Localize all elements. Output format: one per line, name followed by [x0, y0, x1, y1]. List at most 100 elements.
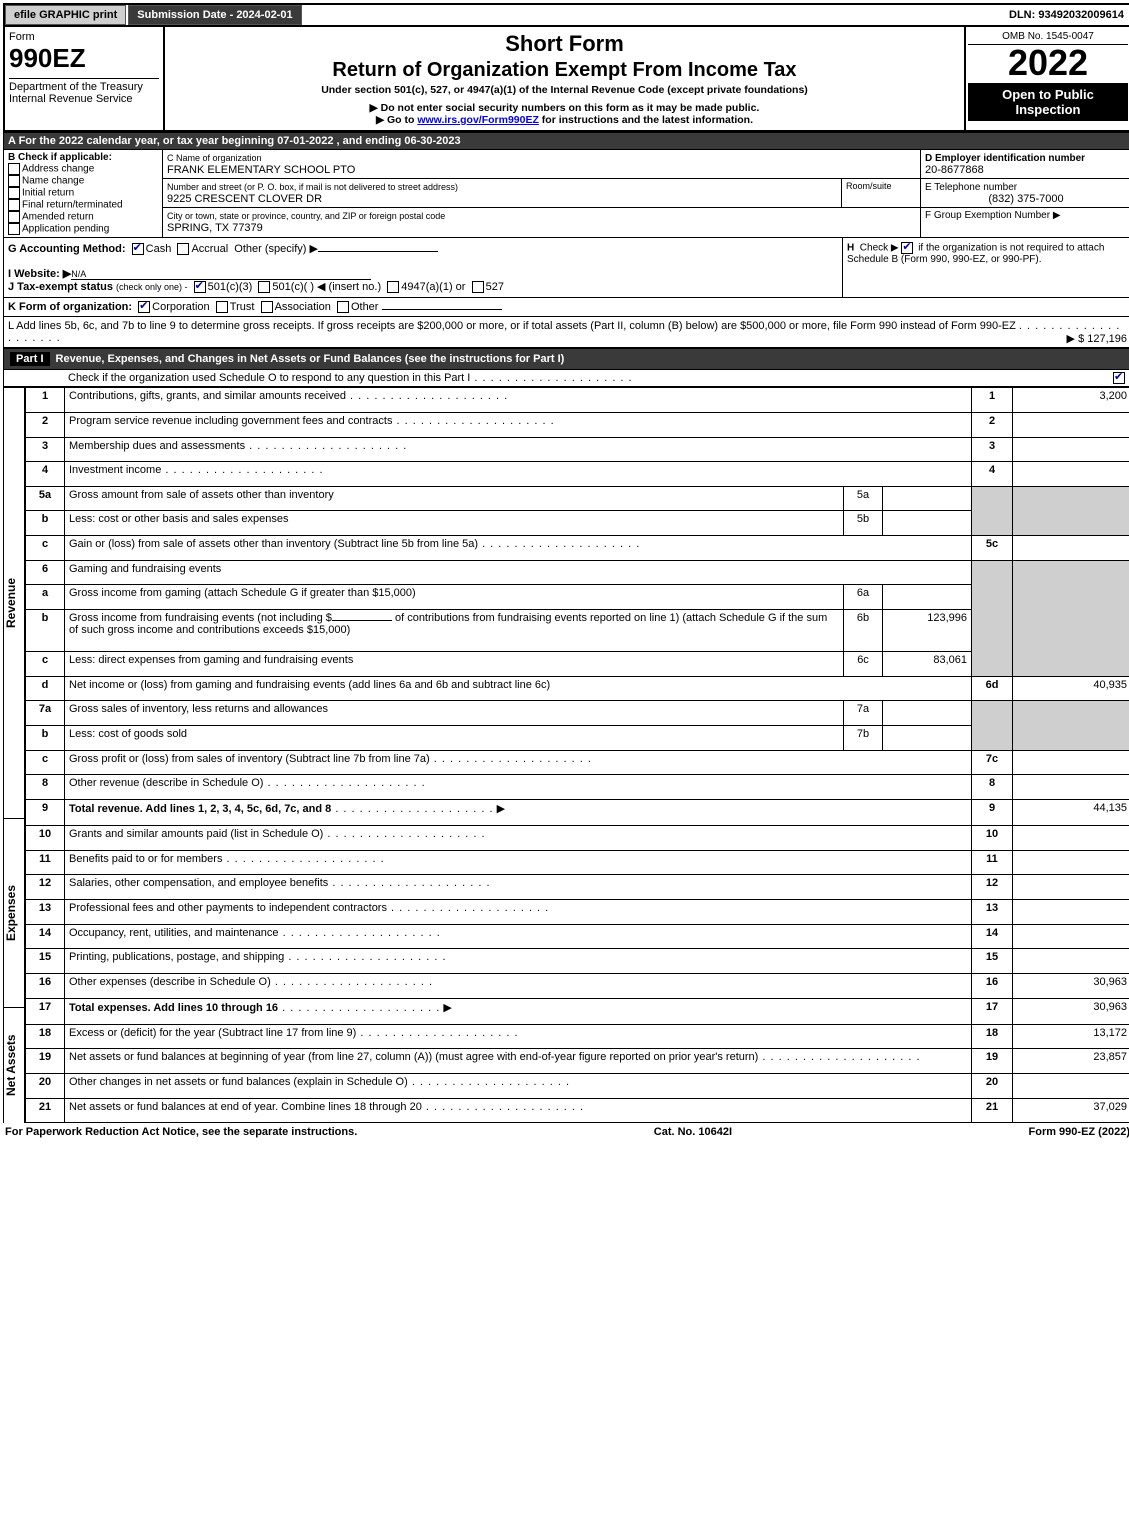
accrual-lbl: Accrual [191, 243, 228, 255]
j-lbl: J Tax-exempt status [8, 281, 113, 293]
footer: For Paperwork Reduction Act Notice, see … [3, 1123, 1129, 1141]
submission-date-button[interactable]: Submission Date - 2024-02-01 [128, 5, 301, 25]
h-check: Check ▶ [860, 243, 899, 254]
chk-trust[interactable] [216, 301, 228, 313]
chk-501c3[interactable] [194, 281, 206, 293]
l13-text: Professional fees and other payments to … [69, 902, 387, 914]
chk-name-change[interactable] [8, 175, 20, 187]
l18-amt: 13,172 [1013, 1024, 1129, 1049]
l17-text: Total expenses. Add lines 10 through 16 [69, 1002, 278, 1014]
l-amt: ▶ $ 127,196 [1067, 332, 1127, 345]
street: 9225 CRESCENT CLOVER DR [167, 193, 322, 205]
l1-amt: 3,200 [1013, 388, 1129, 413]
opt-final: Final return/terminated [22, 200, 123, 211]
l5c-text: Gain or (loss) from sale of assets other… [69, 538, 478, 550]
ein: 20-8677868 [925, 164, 984, 176]
chk-sched-b[interactable] [901, 242, 913, 254]
l8-text: Other revenue (describe in Schedule O) [69, 777, 263, 789]
l17-amt: 30,963 [1013, 998, 1129, 1024]
k-other: Other [351, 301, 379, 313]
j-o4: 527 [486, 281, 504, 293]
l12-text: Salaries, other compensation, and employ… [69, 877, 328, 889]
g-h-block: G Accounting Method: Cash Accrual Other … [3, 238, 1129, 298]
l16-amt: 30,963 [1013, 973, 1129, 998]
chk-527[interactable] [472, 281, 484, 293]
form-number: 990EZ [9, 43, 159, 74]
k-assoc: Association [275, 301, 331, 313]
l5b-text: Less: cost or other basis and sales expe… [65, 511, 844, 536]
irs-link[interactable]: www.irs.gov/Form990EZ [417, 114, 539, 126]
chk-corp[interactable] [138, 301, 150, 313]
j-o3: 4947(a)(1) or [401, 281, 465, 293]
chk-amended[interactable] [8, 211, 20, 223]
city: SPRING, TX 77379 [167, 222, 263, 234]
l-block: L Add lines 5b, 6c, and 7b to line 9 to … [3, 317, 1129, 348]
j-o1: 501(c)(3) [208, 281, 253, 293]
form-word: Form [9, 31, 159, 43]
part1-badge: Part I [10, 352, 50, 366]
opt-address: Address change [22, 164, 94, 175]
section-a: A For the 2022 calendar year, or tax yea… [3, 132, 1129, 150]
cash-lbl: Cash [146, 243, 172, 255]
k-lbl: K Form of organization: [8, 301, 132, 313]
i-lbl: I Website: ▶ [8, 268, 71, 280]
opt-name: Name change [22, 176, 84, 187]
city-lbl: City or town, state or province, country… [167, 211, 445, 221]
chk-final-return[interactable] [8, 199, 20, 211]
dept-label: Department of the Treasury Internal Reve… [9, 78, 159, 105]
chk-accrual[interactable] [177, 243, 189, 255]
l7b-text: Less: cost of goods sold [65, 726, 844, 751]
goto-link[interactable]: ▶ Go to www.irs.gov/Form990EZ for instru… [169, 114, 960, 126]
l9-amt: 44,135 [1013, 799, 1129, 825]
part1-note-text: Check if the organization used Schedule … [68, 372, 470, 384]
dln-label: DLN: 93492032009614 [1003, 6, 1129, 24]
opt-initial: Initial return [22, 188, 74, 199]
top-bar: efile GRAPHIC print Submission Date - 20… [3, 3, 1129, 27]
part1-title: Revenue, Expenses, and Changes in Net As… [56, 353, 565, 365]
e-lbl: E Telephone number [925, 182, 1017, 193]
entity-block: B Check if applicable: Address change Na… [3, 150, 1129, 238]
chk-other[interactable] [337, 301, 349, 313]
footer-left: For Paperwork Reduction Act Notice, see … [5, 1126, 357, 1138]
l19-amt: 23,857 [1013, 1049, 1129, 1074]
chk-address-change[interactable] [8, 163, 20, 175]
l6b-text: Gross income from fundraising events (no… [69, 612, 332, 624]
chk-initial-return[interactable] [8, 187, 20, 199]
j-o2: 501(c)( ) ◀ (insert no.) [272, 281, 381, 293]
chk-sched-o[interactable] [1113, 372, 1125, 384]
open-to-public: Open to Public Inspection [968, 83, 1128, 121]
l20-text: Other changes in net assets or fund bala… [69, 1076, 408, 1088]
lines-wrapper: Revenue Expenses Net Assets 1Contributio… [3, 387, 1129, 1123]
org-name: FRANK ELEMENTARY SCHOOL PTO [167, 164, 355, 176]
ssn-warning: ▶ Do not enter social security numbers o… [169, 102, 960, 114]
l6c-amt: 83,061 [883, 652, 972, 677]
l1-text: Contributions, gifts, grants, and simila… [69, 390, 346, 402]
l4-text: Investment income [69, 464, 161, 476]
room-lbl: Room/suite [842, 179, 920, 207]
expenses-label: Expenses [3, 818, 25, 1007]
chk-cash[interactable] [132, 243, 144, 255]
l6b-amt: 123,996 [883, 610, 972, 652]
l6-text: Gaming and fundraising events [65, 560, 972, 585]
c-name-lbl: C Name of organization [167, 153, 262, 163]
tax-year: 2022 [968, 45, 1128, 81]
chk-assoc[interactable] [261, 301, 273, 313]
street-lbl: Number and street (or P. O. box, if mail… [167, 182, 458, 192]
k-block: K Form of organization: Corporation Trus… [3, 298, 1129, 317]
l19-text: Net assets or fund balances at beginning… [69, 1051, 758, 1063]
chk-pending[interactable] [8, 223, 20, 235]
chk-4947[interactable] [387, 281, 399, 293]
l21-amt: 37,029 [1013, 1098, 1129, 1123]
form-header: Form 990EZ Department of the Treasury In… [3, 27, 1129, 132]
l21-text: Net assets or fund balances at end of ye… [69, 1101, 422, 1113]
l5a-text: Gross amount from sale of assets other t… [65, 486, 844, 511]
l15-text: Printing, publications, postage, and shi… [69, 951, 284, 963]
g-lbl: G Accounting Method: [8, 243, 126, 255]
return-title: Return of Organization Exempt From Incom… [169, 59, 960, 82]
efile-button[interactable]: efile GRAPHIC print [5, 5, 126, 25]
l7a-text: Gross sales of inventory, less returns a… [65, 701, 844, 726]
chk-501c[interactable] [258, 281, 270, 293]
l11-text: Benefits paid to or for members [69, 853, 222, 865]
l14-text: Occupancy, rent, utilities, and maintena… [69, 927, 279, 939]
l7c-text: Gross profit or (loss) from sales of inv… [69, 753, 430, 765]
